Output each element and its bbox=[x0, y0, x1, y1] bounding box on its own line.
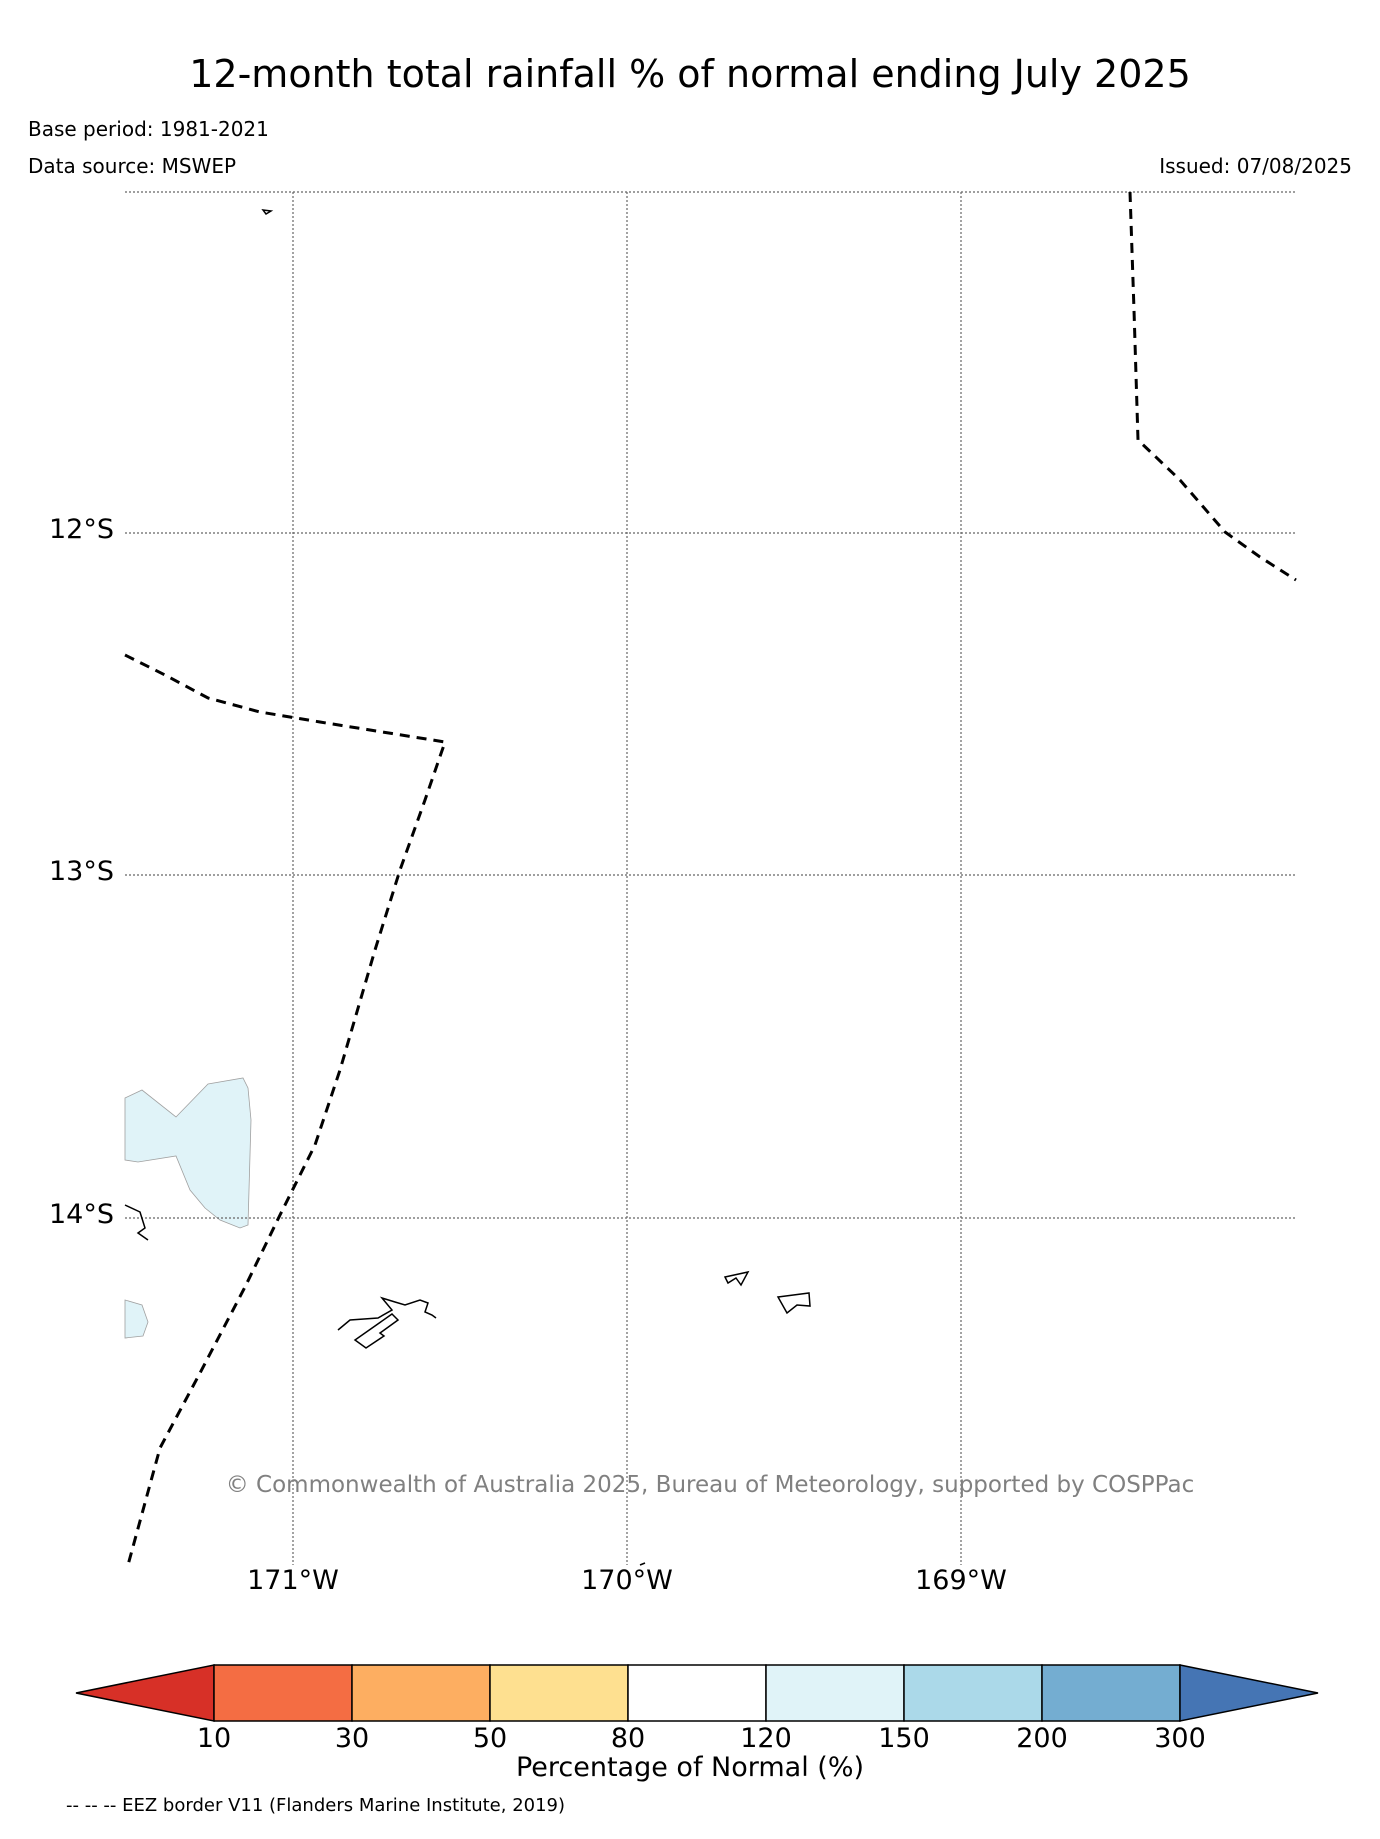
island-tutuila bbox=[337, 1296, 437, 1349]
island-tiny-north bbox=[261, 209, 274, 215]
island-south-speck bbox=[639, 1562, 646, 1566]
colorbar-segment-150-200 bbox=[903, 1664, 1043, 1722]
colorbar-tick: 50 bbox=[472, 1723, 508, 1754]
colorbar-segment-80-120 bbox=[627, 1664, 767, 1722]
colorbar-tick: 120 bbox=[740, 1723, 792, 1754]
rainfall-shading bbox=[124, 1077, 252, 1339]
colorbar bbox=[75, 1664, 1319, 1722]
lon-label-170w: 170°W bbox=[581, 1565, 673, 1596]
colorbar-tick: 300 bbox=[1154, 1723, 1206, 1754]
colorbar-segment-120-150 bbox=[765, 1664, 905, 1722]
lat-label-14s: 14°S bbox=[49, 1199, 114, 1230]
gridlines bbox=[125, 191, 1296, 1565]
lat-label-12s: 12°S bbox=[49, 514, 114, 545]
colorbar-tick: 80 bbox=[610, 1723, 646, 1754]
eez-legend-note: -- -- -- EEZ border V11 (Flanders Marine… bbox=[66, 1795, 566, 1816]
colorbar-tick: 200 bbox=[1016, 1723, 1068, 1754]
island-ofu-olosega bbox=[723, 1270, 750, 1287]
colorbar-extend-low bbox=[75, 1664, 215, 1722]
colorbar-segment-10-30 bbox=[213, 1664, 353, 1722]
issued-date-text: Issued: 07/08/2025 bbox=[1159, 154, 1352, 178]
map-title: 12-month total rainfall % of normal endi… bbox=[189, 52, 1191, 96]
lat-label-13s: 13°S bbox=[49, 856, 114, 887]
colorbar-tick: 150 bbox=[878, 1723, 930, 1754]
data-source-text: Data source: MSWEP bbox=[28, 154, 237, 178]
shaded-region-south bbox=[124, 1299, 149, 1339]
colorbar-segment-200-300 bbox=[1041, 1664, 1181, 1722]
eez-border-west bbox=[124, 653, 448, 1566]
colorbar-segment-30-50 bbox=[351, 1664, 491, 1722]
shaded-region-north bbox=[124, 1077, 252, 1229]
lon-label-171w: 171°W bbox=[247, 1565, 339, 1596]
colorbar-label: Percentage of Normal (%) bbox=[515, 1752, 865, 1783]
lon-label-169w: 169°W bbox=[915, 1565, 1007, 1596]
colorbar-extend-high bbox=[1179, 1664, 1319, 1722]
eez-borders bbox=[124, 191, 1297, 1566]
eez-border-northeast bbox=[1128, 191, 1297, 582]
colorbar-tick: 10 bbox=[196, 1723, 232, 1754]
base-period-text: Base period: 1981-2021 bbox=[28, 117, 269, 141]
colorbar-segment-50-80 bbox=[489, 1664, 629, 1722]
coastlines bbox=[124, 209, 811, 1566]
colorbar-tick: 30 bbox=[334, 1723, 370, 1754]
copyright-text: © Commonwealth of Australia 2025, Bureau… bbox=[225, 1472, 1195, 1498]
island-tau bbox=[776, 1292, 811, 1315]
island-west-edge bbox=[124, 1204, 149, 1241]
